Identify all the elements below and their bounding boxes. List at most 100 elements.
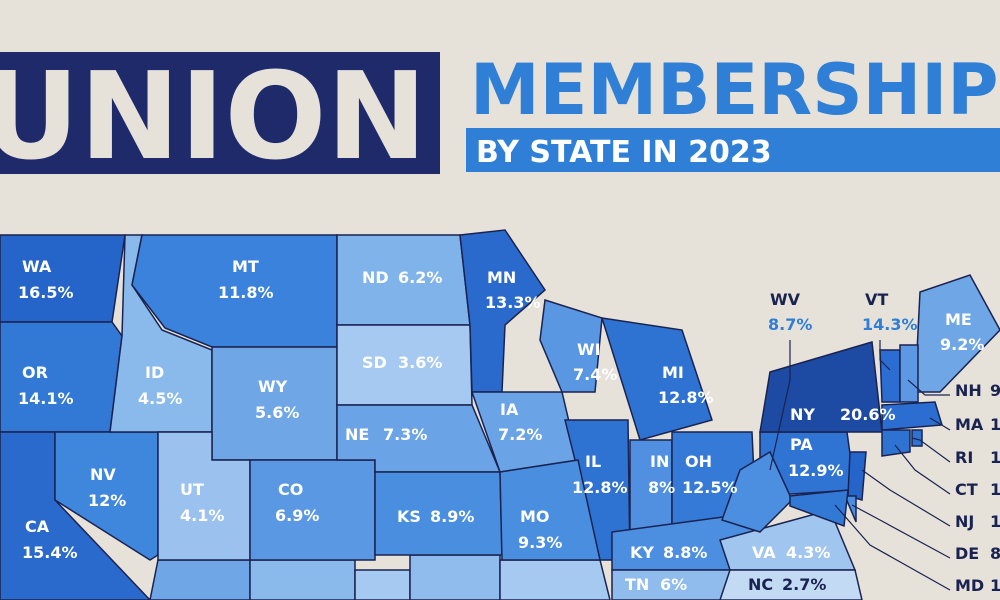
state-rate: 8.7% <box>768 315 812 334</box>
state-abbr: MT <box>232 257 259 276</box>
state-shape <box>847 451 867 501</box>
state-abbr: CO <box>278 480 303 499</box>
state-shape <box>843 495 857 523</box>
leader-line <box>911 437 951 463</box>
state-shape <box>719 569 863 600</box>
state-abbr: CA <box>25 517 50 536</box>
state-rate: 1 <box>990 415 1000 434</box>
state-rate: 3.6% <box>398 353 442 372</box>
state-shape <box>499 459 601 561</box>
state-abbr: OR <box>22 363 48 382</box>
state-abbr: UT <box>180 480 204 499</box>
state-abbr: MD <box>955 576 984 595</box>
subtitle-band <box>466 128 1000 172</box>
state-abbr: IN <box>650 452 669 471</box>
state-abbr: ND <box>362 268 389 287</box>
state-abbr: SD <box>362 353 387 372</box>
state-abbr: KY <box>630 543 654 562</box>
leader-line <box>851 504 951 559</box>
leader-line <box>929 417 951 431</box>
subtitle: BY STATE IN 2023 <box>476 135 772 170</box>
state-rate: 1 <box>990 480 1000 499</box>
state-rate: 4.1% <box>180 506 224 525</box>
state-rate: 7.4% <box>573 365 617 384</box>
leader-line <box>861 469 951 527</box>
leader-line <box>769 340 791 471</box>
state-rate: 1 <box>990 576 1000 595</box>
state-shape <box>354 569 411 600</box>
state-abbr: TN <box>625 575 649 594</box>
state-abbr: WA <box>22 257 52 276</box>
state-shape <box>0 321 123 433</box>
state-abbr: MI <box>662 363 684 382</box>
state-rate: 7.3% <box>383 425 427 444</box>
state-abbr: NH <box>955 381 982 400</box>
state-abbr: KS <box>397 507 421 526</box>
state-abbr: RI <box>955 448 973 467</box>
state-abbr: DE <box>955 544 979 563</box>
state-shape <box>881 429 911 457</box>
state-shape <box>249 559 356 600</box>
state-rate: 4.5% <box>138 389 182 408</box>
state-rate: 12.8% <box>572 478 628 497</box>
state-rate: 5.6% <box>255 403 299 422</box>
leader-lines <box>769 340 951 591</box>
state-rate: 14.1% <box>18 389 74 408</box>
leader-line <box>894 444 951 495</box>
state-shape <box>0 234 126 323</box>
state-rate: 1 <box>990 512 1000 531</box>
state-abbr: IA <box>500 400 519 419</box>
state-rate: 8% <box>648 478 675 497</box>
state-abbr: WV <box>770 290 801 309</box>
state-abbr: VT <box>865 290 888 309</box>
state-abbr: NV <box>90 465 116 484</box>
state-rate: 8.9% <box>430 507 474 526</box>
state-rate: 15.4% <box>22 543 78 562</box>
title-band <box>0 52 440 174</box>
other-states <box>149 540 900 600</box>
state-shape <box>409 554 501 600</box>
state-abbr: ME <box>945 310 972 329</box>
state-abbr: IL <box>585 452 601 471</box>
state-abbr: NJ <box>955 512 974 531</box>
state-rate: 2.7% <box>782 575 826 594</box>
state-abbr: MO <box>520 507 550 526</box>
state-shape <box>149 559 251 600</box>
state-rate: 9.3% <box>518 533 562 552</box>
title-right: MEMBERSHIP <box>470 49 999 131</box>
state-rate: 13.3% <box>485 293 541 312</box>
state-abbr: NY <box>790 405 815 424</box>
state-shape <box>899 344 919 403</box>
state-abbr: WI <box>577 340 601 359</box>
state-abbr: MA <box>955 415 984 434</box>
state-abbr: ID <box>145 363 164 382</box>
state-shape <box>0 431 152 600</box>
state-rate: 14.3% <box>862 315 918 334</box>
state-rate: 6.2% <box>398 268 442 287</box>
state-rate: 12.9% <box>788 461 844 480</box>
state-rate: 6% <box>660 575 687 594</box>
state-rate: 11.8% <box>218 283 274 302</box>
state-rate: 8.8% <box>663 543 707 562</box>
state-shape <box>911 429 923 447</box>
leader-line <box>907 379 950 396</box>
state-shape <box>789 489 849 528</box>
leader-line <box>879 340 891 371</box>
state-rate: 8 <box>990 544 1000 563</box>
state-abbr: NC <box>748 575 773 594</box>
state-abbr: MN <box>487 268 516 287</box>
state-rate: 7.2% <box>498 425 542 444</box>
leader-line <box>834 504 951 591</box>
state-abbr: PA <box>790 435 813 454</box>
state-abbr: OH <box>685 452 712 471</box>
state-rate: 16.5% <box>18 283 74 302</box>
state-shape <box>600 317 713 441</box>
state-rate: 9 <box>990 381 1000 400</box>
state-abbr: VA <box>752 543 776 562</box>
state-labels: WA16.5%OR14.1%CA15.4%NV12%ID4.5%MT11.8%W… <box>18 257 1000 595</box>
title-left: UNION <box>0 48 427 187</box>
state-rate: 20.6% <box>840 405 896 424</box>
state-abbr: CT <box>955 480 978 499</box>
